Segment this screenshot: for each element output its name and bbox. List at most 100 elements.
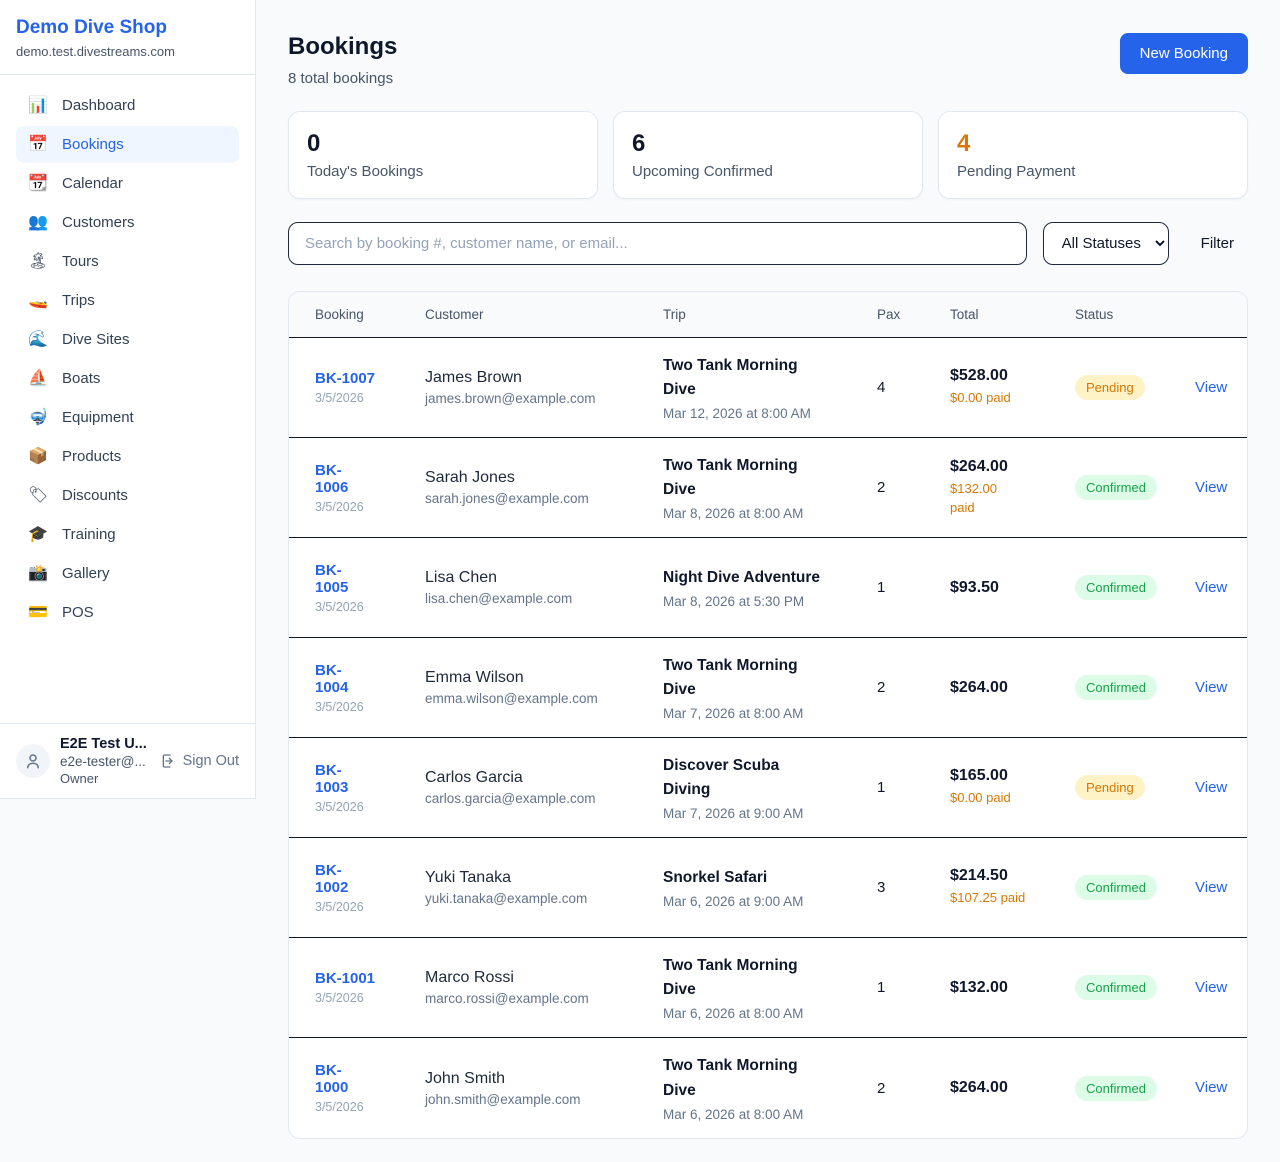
total-amount: $132.00 (950, 978, 1008, 996)
tours-icon: 🏝 (28, 252, 49, 270)
trip-cell: Two Tank Morning Dive Mar 6, 2026 at 8:0… (663, 940, 877, 1035)
customer-cell: Yuki Tanaka yuki.tanaka@example.com (425, 855, 663, 920)
trip-cell: Two Tank Morning Dive Mar 12, 2026 at 8:… (663, 340, 877, 435)
col-header-customer: Customer (425, 307, 484, 322)
actions-cell: View (1195, 465, 1231, 511)
search-input[interactable] (288, 222, 1027, 265)
customer-name: Yuki Tanaka (425, 869, 511, 886)
sidebar-item-label: Gallery (62, 565, 110, 582)
sidebar-item-calendar[interactable]: 📆 Calendar (16, 165, 239, 202)
view-link[interactable]: View (1195, 378, 1228, 396)
booking-cell: BK- 1004 3/5/2026 (315, 648, 425, 728)
sidebar-header: Demo Dive Shop demo.test.divestreams.com (0, 0, 255, 75)
page-title-block: Bookings 8 total bookings (288, 33, 397, 87)
bookings-table: Booking Customer Trip Pax Total Status B… (288, 291, 1248, 1139)
sidebar-item-label: Customers (62, 214, 135, 231)
page-header: Bookings 8 total bookings New Booking (288, 33, 1248, 87)
bookings-icon: 📅 (28, 135, 48, 153)
sign-out-button[interactable]: Sign Out (160, 753, 239, 769)
customer-name: Carlos Garcia (425, 769, 523, 786)
sidebar-item-equipment[interactable]: 🤿 Equipment (16, 399, 239, 436)
sidebar-item-dive-sites[interactable]: 🌊 Dive Sites (16, 321, 239, 358)
booking-id-link[interactable]: BK-1001 (315, 970, 376, 987)
sidebar-item-gallery[interactable]: 📸 Gallery (16, 555, 239, 592)
customer-name: John Smith (425, 1069, 506, 1087)
customer-email: john.smith@example.com (425, 1091, 581, 1107)
booking-id-link[interactable]: BK- 1003 (315, 761, 349, 796)
sidebar-item-label: Training (62, 526, 116, 543)
booking-cell: BK- 1003 3/5/2026 (315, 748, 425, 828)
view-link[interactable]: View (1195, 1079, 1228, 1096)
booking-created-date: 3/5/2026 (315, 1100, 364, 1114)
sidebar-nav: 📊 Dashboard 📅 Bookings 📆 Calendar 👥 Cust… (0, 75, 255, 723)
view-link[interactable]: View (1195, 878, 1228, 896)
total-amount: $165.00 (950, 767, 1008, 785)
customer-cell: Marco Rossi marco.rossi@example.com (425, 955, 663, 1020)
sign-out-icon (162, 754, 173, 768)
col-header-pax: Pax (877, 307, 901, 322)
customers-icon: 👥 (28, 213, 48, 231)
pax-count: 3 (877, 879, 886, 896)
table-row: BK- 1004 3/5/2026 Emma Wilson emma.wilso… (289, 638, 1247, 738)
status-cell: Confirmed (1075, 1062, 1195, 1115)
equipment-icon: 🤿 (28, 408, 48, 426)
sidebar-item-label: Trips (62, 292, 95, 309)
booking-id-link[interactable]: BK- 1002 (315, 861, 349, 896)
status-badge: Confirmed (1075, 1075, 1157, 1101)
new-booking-button[interactable]: New Booking (1119, 33, 1248, 74)
sidebar-item-boats[interactable]: ⛵ Boats (16, 360, 239, 397)
booking-id-link[interactable]: BK- 1005 (315, 561, 349, 596)
total-cell: $132.00 (950, 965, 1075, 1011)
booking-id-link[interactable]: BK- 1004 (315, 661, 349, 696)
sidebar-item-dashboard[interactable]: 📊 Dashboard (16, 87, 239, 124)
booking-id-link[interactable]: BK- 1006 (315, 461, 349, 496)
customer-email: yuki.tanaka@example.com (425, 891, 588, 906)
trip-name: Discover Scuba Diving (663, 756, 780, 798)
booking-cell: BK- 1000 3/5/2026 (315, 1048, 425, 1128)
trip-datetime: Mar 6, 2026 at 8:00 AM (663, 1106, 804, 1122)
pos-icon: 💳 (28, 603, 48, 621)
customer-email: carlos.garcia@example.com (425, 791, 596, 806)
dashboard-icon: 📊 (28, 96, 48, 114)
sidebar-item-products[interactable]: 📦 Products (16, 438, 239, 475)
view-link[interactable]: View (1195, 578, 1228, 596)
actions-cell: View (1195, 865, 1231, 911)
trip-name: Two Tank Morning Dive (663, 956, 798, 998)
page-subtitle: 8 total bookings (288, 70, 394, 87)
status-badge: Confirmed (1075, 975, 1157, 1000)
trip-name: Two Tank Morning Dive (663, 456, 798, 498)
trip-name: Two Tank Morning Dive (663, 656, 798, 698)
status-filter-select[interactable]: All Statuses (1042, 222, 1169, 265)
status-cell: Pending (1075, 761, 1195, 814)
sidebar-item-training[interactable]: 🎓 Training (16, 516, 239, 553)
booking-cell: BK- 1002 3/5/2026 (315, 848, 425, 928)
booking-id-link[interactable]: BK-1007 (315, 370, 376, 387)
total-amount: $214.50 (950, 867, 1008, 885)
sidebar-item-tours[interactable]: 🏝 Tours (16, 243, 239, 280)
filter-button[interactable]: Filter (1187, 227, 1248, 260)
sidebar-item-trips[interactable]: 🚤 Trips (16, 282, 239, 319)
trip-datetime: Mar 12, 2026 at 8:00 AM (663, 406, 811, 422)
trip-name: Snorkel Safari (663, 868, 768, 886)
customer-name: Sarah Jones (425, 469, 515, 486)
sidebar-item-discounts[interactable]: 🏷 Discounts (16, 477, 239, 514)
pax-count: 1 (877, 979, 886, 996)
booking-id-link[interactable]: BK- 1000 (315, 1062, 349, 1096)
view-link[interactable]: View (1195, 478, 1228, 496)
sign-out-label: Sign Out (182, 753, 239, 769)
sidebar-item-customers[interactable]: 👥 Customers (16, 204, 239, 241)
sidebar-item-label: Dive Sites (62, 331, 130, 348)
sidebar-item-label: Products (62, 448, 122, 465)
user-name: E2E Test U... (60, 736, 147, 752)
sidebar-item-pos[interactable]: 💳 POS (16, 594, 239, 631)
gallery-icon: 📸 (28, 564, 48, 582)
view-link[interactable]: View (1195, 778, 1228, 796)
view-link[interactable]: View (1195, 978, 1228, 996)
pax-count: 2 (877, 479, 886, 496)
sidebar-item-bookings[interactable]: 📅 Bookings (16, 126, 239, 163)
sidebar-item-label: Calendar (62, 175, 123, 192)
view-link[interactable]: View (1195, 678, 1228, 696)
sidebar-item-label: Equipment (62, 409, 134, 426)
status-cell: Pending (1075, 361, 1195, 414)
booking-created-date: 3/5/2026 (315, 699, 364, 714)
